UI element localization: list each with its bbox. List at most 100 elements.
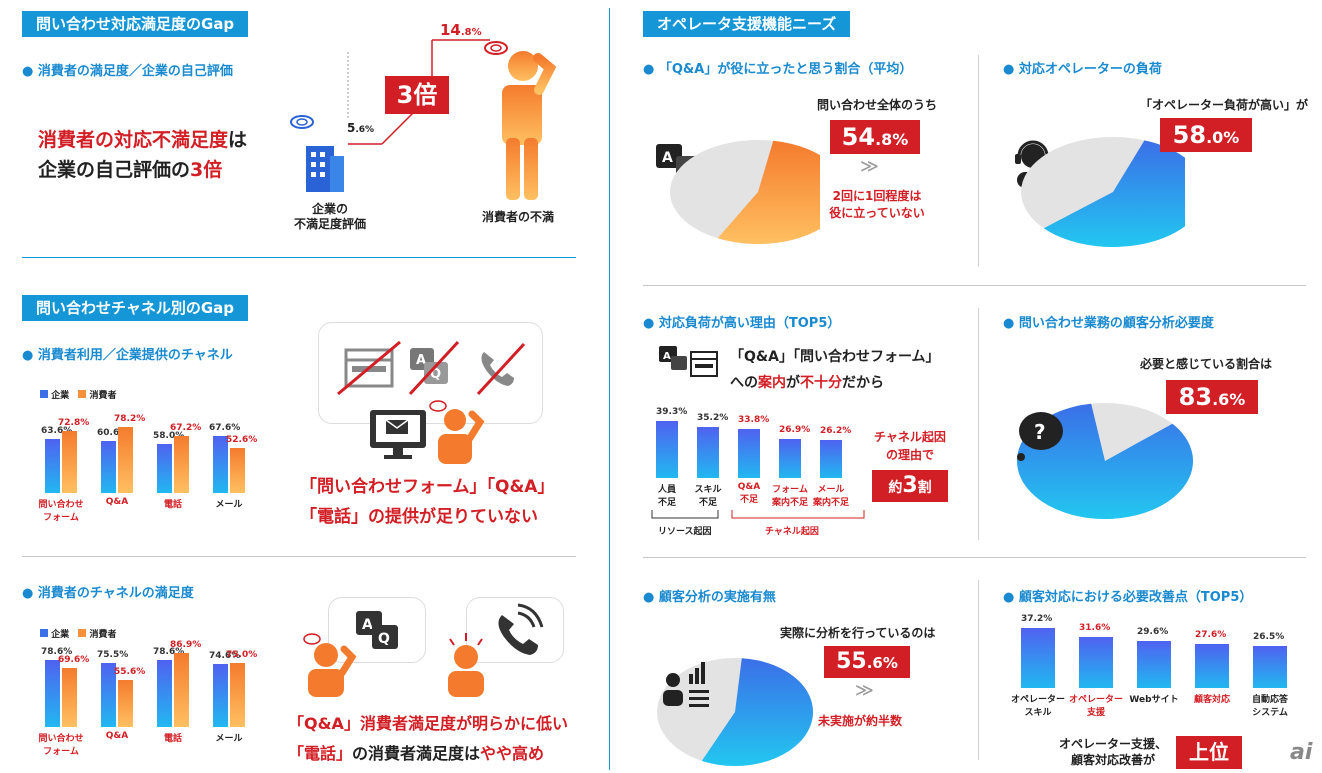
category-label: 問い合わせ フォーム <box>35 497 87 523</box>
bar <box>1079 637 1113 688</box>
bar-value-label: 39.3% <box>656 407 688 417</box>
bar-consumer <box>62 431 77 493</box>
analyst-icon <box>663 662 709 707</box>
section-header-channel-gap: 問い合わせチャネル別のGap <box>22 295 249 321</box>
bar-value-label: 67.2% <box>170 422 202 433</box>
callout-badge-a: 約 <box>888 480 903 496</box>
chart-load-reasons: 39.3% 人員 不足 35.2% スキル 不足 33.8% Q&A 不足 26.9% フォーム 案内… <box>648 400 868 520</box>
category-label: 問い合わせ フォーム <box>35 731 87 757</box>
category-label: Q&A <box>91 497 143 507</box>
satisfaction-msg-1-head: 「Q&A」消費者満足度が明らかに <box>288 714 536 733</box>
group-label-resource: リソース起因 <box>658 527 712 537</box>
category-label-line: Q&A <box>737 482 761 492</box>
improve-msg-2: 顧客対応改善が <box>1070 753 1155 767</box>
confused-person-icon <box>303 633 357 697</box>
reasons-msg-2-e: だから <box>842 375 884 391</box>
value-high-unit: .8% <box>460 27 482 38</box>
bar-value-label: 26.9% <box>779 424 811 435</box>
bar-value-label: 86.9% <box>170 640 202 651</box>
category-label-line: フォーム <box>772 485 808 495</box>
divider-1 <box>22 257 576 258</box>
category-label-line: メール <box>215 500 243 510</box>
bar-company <box>157 443 172 493</box>
category-label-line: Q&A <box>105 731 129 741</box>
subtitle-analysis-need: 問い合わせ業務の顧客分析必要度 <box>1003 312 1214 331</box>
legend-company-label: 企業 <box>51 391 70 401</box>
pie-slice-main <box>701 658 813 766</box>
value-low: 5.6% <box>347 121 374 135</box>
bar <box>820 440 842 478</box>
bar-value-label: 26.5% <box>1253 631 1285 642</box>
bar-company <box>213 435 228 493</box>
bar <box>1137 640 1171 688</box>
qa-icon-crossed: A Q <box>408 340 460 396</box>
qa-note: 2回に1回程度は 役に立っていない <box>812 188 942 222</box>
chart-improvements: 37.2% オペレーター スキル 31.6% オペレーター 支援 29.6% Webサイト 27… <box>1005 608 1305 726</box>
legend2-consumer-label: 消費者 <box>89 630 117 640</box>
callout-badge-c: 割 <box>917 480 932 496</box>
category-label-line: 不足 <box>698 498 717 508</box>
value-high: 14.8% <box>440 21 482 39</box>
bar-value-label: 78.2% <box>114 413 146 424</box>
category-label-line: Q&A <box>105 497 129 507</box>
callout-line-1: チャネル起因 <box>874 430 946 444</box>
satisfaction-msg-1-emphasis: 低い <box>535 714 568 733</box>
divider-right-v3 <box>978 580 979 760</box>
done-note: 未実施が約半数 <box>818 714 903 728</box>
load-value-badge: 58.0% <box>1160 118 1252 152</box>
lead-1-emphasis: 消費者の対応不満足度 <box>38 129 229 151</box>
load-value-unit: .0% <box>1206 128 1240 147</box>
value-low-unit: .6% <box>355 125 375 135</box>
category-label: メール <box>203 731 255 744</box>
category-label-line: オペレーター <box>1010 695 1065 705</box>
satisfaction-msg-2-c: やや高め <box>480 744 545 763</box>
subtitle-improvements: 顧客対応における必要改善点（TOP5） <box>1003 586 1253 605</box>
callout-badge-b: 3 <box>902 473 918 498</box>
improve-msg-1: オペレーター支援、 <box>1058 737 1167 751</box>
category-label: 人員 不足 <box>645 482 689 508</box>
category-label-line: フォーム <box>43 513 79 523</box>
bar <box>1021 628 1055 688</box>
done-value-badge: 55.6% <box>824 646 910 678</box>
bar-value-label: 37.2% <box>1021 614 1053 625</box>
qa-value-badge: 54.8% <box>830 120 920 154</box>
satisfaction-msg-2-a: 「電話」 <box>288 744 353 763</box>
svg-text:A: A <box>662 150 673 166</box>
question-thought-icon: ? <box>1017 412 1063 461</box>
pie-done-slices <box>657 658 813 766</box>
lead-2-emphasis: 3倍 <box>190 159 223 181</box>
group-brackets <box>651 510 865 519</box>
chart-channel-satisfaction: 78.6% 69.6% 問い合わせ フォーム 75.5% 55.6% Q&A 78.6% 86.… <box>30 640 260 770</box>
bar-company <box>213 663 228 727</box>
chart-channel-usage: 63.6% 72.8% 問い合わせ フォーム 60.6% 78.2% Q&A 58.0% 67.… <box>30 400 260 530</box>
load-value-number: 58 <box>1172 121 1207 149</box>
category-label-line: メール <box>215 734 243 744</box>
reasons-message-2: への案内が不十分だから <box>730 372 884 392</box>
svg-text:A: A <box>416 353 426 368</box>
pie-slice-main <box>717 140 820 244</box>
done-intro: 実際に分析を行っているのは <box>780 626 936 640</box>
legend-consumer-label: 消費者 <box>89 391 117 401</box>
bar-company <box>157 660 172 727</box>
bar-consumer <box>230 663 245 727</box>
svg-text:Q: Q <box>378 631 390 647</box>
category-label-line: Webサイト <box>1129 695 1179 705</box>
bar-consumer <box>230 448 245 493</box>
bar-value-label: 60.6% <box>97 428 129 439</box>
bar-value-label: 78.6% <box>41 647 73 658</box>
reasons-msg-2-b: 案内 <box>758 375 786 391</box>
category-label-line: 案内不足 <box>771 498 808 508</box>
pie-qa-slices <box>670 140 820 244</box>
bar-value-label: 58.0% <box>153 430 185 441</box>
bracket-resource <box>651 510 719 519</box>
bar <box>697 426 719 478</box>
divider-right-v2 <box>978 308 979 540</box>
category-label-line: 電話 <box>163 500 182 510</box>
bar-value-label: 29.6% <box>1137 626 1169 637</box>
form-icon <box>337 340 401 396</box>
alert-person-icon <box>448 633 484 697</box>
category-label-line: スキル <box>1024 708 1052 718</box>
need-value-badge: 83.6% <box>1166 380 1258 414</box>
category-label: 自動応答 システム <box>1240 692 1300 718</box>
category-label: メール <box>203 497 255 510</box>
